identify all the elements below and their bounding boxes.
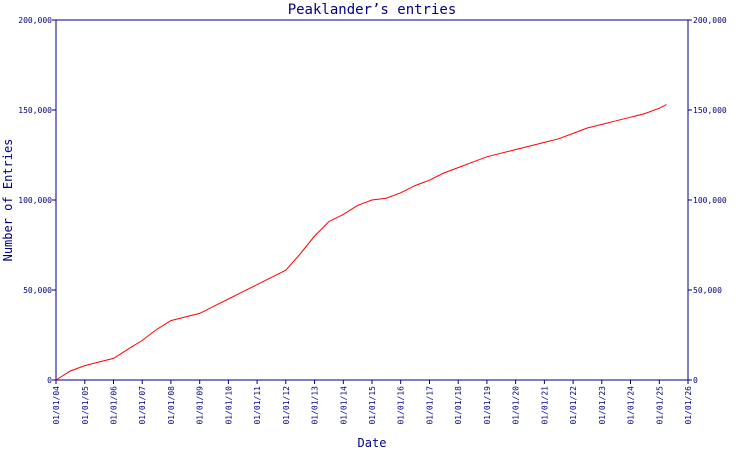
y-tick-label-right: 50,000 [693, 286, 722, 295]
x-tick-label: 01/01/06 [109, 386, 118, 425]
y-tick-label-right: 200,000 [693, 16, 727, 25]
y-tick-label-left: 200,000 [18, 16, 52, 25]
y-tick-label-right: 0 [693, 376, 698, 385]
x-tick-label: 01/01/18 [454, 386, 463, 425]
x-tick-label: 01/01/04 [52, 386, 61, 425]
x-tick-label: 01/01/10 [224, 386, 233, 425]
y-tick-label-left: 100,000 [18, 196, 52, 205]
x-axis-label: Date [358, 436, 387, 450]
x-tick-label: 01/01/08 [167, 386, 176, 425]
y-tick-label-right: 150,000 [693, 106, 727, 115]
x-axis: 01/01/04 01/01/05 01/01/06 01/01/07 01/01/08… [52, 380, 693, 425]
x-tick-label: 01/01/20 [512, 386, 521, 425]
y-tick-label-right: 100,000 [693, 196, 727, 205]
series-line [55, 104, 667, 381]
x-tick-label: 01/01/14 [339, 386, 348, 425]
x-tick-label: 01/01/16 [397, 386, 406, 425]
chart-title: Peaklander’s entries [288, 2, 457, 18]
y-axis-label: Number of Entries [1, 139, 15, 262]
x-tick-label: 01/01/25 [655, 386, 664, 425]
y-axis-left: 0 50,000 100,000 150,000 200,000 [18, 16, 56, 385]
y-axis-right: 0 50,000 100,000 150,000 200,000 [688, 16, 727, 385]
x-tick-label: 01/01/24 [627, 386, 636, 425]
x-tick-label: 01/01/05 [81, 386, 90, 425]
x-tick-label: 01/01/11 [253, 386, 262, 425]
y-tick-label-left: 50,000 [23, 286, 52, 295]
x-tick-label: 01/01/15 [368, 386, 377, 425]
x-tick-label: 01/01/23 [598, 386, 607, 425]
x-tick-label: 01/01/17 [425, 386, 434, 425]
x-tick-label: 01/01/13 [311, 386, 320, 425]
x-tick-label: 01/01/19 [483, 386, 492, 425]
x-tick-label: 01/01/09 [196, 386, 205, 425]
x-tick-label: 01/01/07 [138, 386, 147, 425]
y-tick-label-left: 150,000 [18, 106, 52, 115]
x-tick-label: 01/01/22 [569, 386, 578, 425]
y-tick-label-left: 0 [47, 376, 52, 385]
x-tick-label: 01/01/12 [282, 386, 291, 425]
x-tick-label: 01/01/26 [684, 386, 693, 425]
x-tick-label: 01/01/21 [540, 386, 549, 425]
